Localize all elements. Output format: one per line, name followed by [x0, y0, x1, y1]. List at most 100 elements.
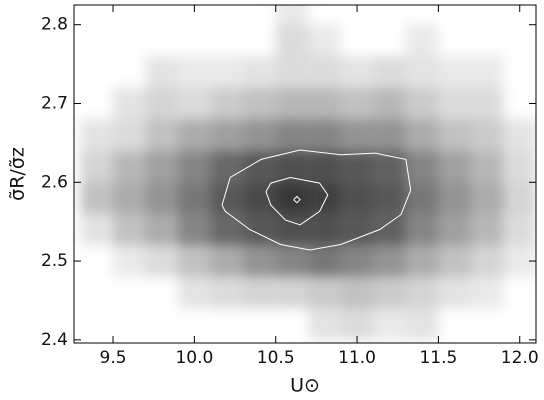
density-cell	[438, 182, 471, 214]
density-cell	[340, 150, 374, 183]
density-cell	[308, 213, 341, 246]
density-cell	[146, 277, 179, 309]
density-cell	[113, 308, 146, 340]
density-cell	[308, 56, 341, 88]
density-cell	[438, 245, 471, 277]
density-cell	[275, 24, 309, 57]
density-cell	[471, 0, 504, 25]
density-cell	[145, 150, 179, 183]
density-cell	[438, 150, 471, 183]
density-cell	[503, 119, 536, 151]
density-cell	[210, 150, 244, 183]
density-cell	[373, 119, 406, 151]
density-cell	[178, 182, 211, 214]
density-cell	[340, 87, 374, 120]
density-cell	[243, 213, 276, 246]
density-cell	[113, 87, 146, 120]
density-cell	[210, 213, 244, 246]
y-tick-label: 2.8	[41, 15, 68, 35]
density-cell	[405, 276, 439, 309]
density-cell	[373, 150, 406, 183]
density-cell	[308, 245, 341, 277]
contour	[221, 149, 412, 251]
density-cell	[438, 119, 471, 151]
density-cell	[308, 182, 341, 214]
density-cell	[373, 245, 406, 277]
density-cell	[243, 25, 276, 57]
density-cell	[243, 245, 276, 277]
density-cell	[211, 25, 244, 57]
density-cell	[275, 182, 309, 214]
density-cell	[146, 25, 179, 57]
density-cell	[470, 150, 504, 183]
density-cell	[503, 308, 536, 340]
density-cell	[438, 0, 471, 25]
density-cell	[373, 0, 406, 25]
density-cell	[243, 182, 276, 214]
density-cell	[178, 0, 211, 25]
density-cell	[405, 182, 439, 214]
density-cell	[438, 276, 471, 309]
density-cell	[405, 308, 439, 340]
density-cell	[178, 25, 211, 57]
density-cell	[275, 150, 309, 183]
density-cell	[210, 56, 244, 88]
density-cell	[438, 213, 471, 246]
density-cell	[210, 119, 244, 151]
density-cell	[340, 308, 374, 340]
density-cell	[81, 56, 114, 88]
contours	[221, 149, 412, 251]
density-cell	[80, 213, 114, 246]
density-cell	[340, 276, 374, 309]
x-tick-label: 10.5	[257, 348, 295, 368]
density-cell	[308, 119, 341, 151]
density-cell	[81, 88, 114, 120]
density-cell	[405, 87, 439, 120]
y-tick-label: 2.6	[41, 172, 68, 192]
density-cell	[405, 56, 439, 88]
density-cell	[210, 276, 244, 309]
density-cell	[113, 182, 146, 214]
density-cell	[341, 0, 374, 25]
x-tick-label: 10.0	[175, 348, 213, 368]
density-cell	[145, 245, 179, 277]
density-cell	[405, 245, 439, 277]
density-cell	[405, 24, 439, 57]
density-cell	[178, 87, 211, 120]
density-cell	[308, 0, 341, 25]
density-cell	[438, 56, 471, 88]
density-cell	[340, 213, 374, 246]
density-cell	[470, 245, 504, 277]
density-cell	[81, 277, 114, 309]
density-cell	[308, 24, 341, 57]
density-cell	[113, 213, 146, 246]
density-cell	[146, 0, 179, 25]
density-cell	[145, 119, 179, 151]
density-cell	[503, 56, 536, 88]
x-tick-label: 11.0	[338, 348, 376, 368]
density-cell	[178, 276, 211, 309]
density-cell	[471, 308, 504, 340]
density-cell	[470, 56, 504, 88]
density-cell	[503, 150, 536, 183]
density-cell	[275, 276, 309, 309]
density-cell	[145, 56, 179, 88]
y-axis-label: σ̃R/σ̃z	[7, 147, 29, 201]
density-cell	[113, 0, 146, 25]
density-cell	[438, 87, 471, 120]
density-cell	[275, 245, 309, 277]
density-cell	[373, 25, 406, 57]
density-cell	[210, 87, 244, 120]
density-cell	[81, 25, 114, 57]
density-cell	[113, 150, 146, 183]
density-cell	[113, 277, 146, 309]
x-tick-label: 9.5	[100, 348, 127, 368]
density-cell	[81, 0, 114, 25]
density-cell	[503, 25, 536, 57]
density-cell	[275, 87, 309, 120]
density-cell	[145, 182, 179, 214]
density-cell	[80, 182, 114, 214]
density-cell	[503, 277, 536, 309]
density-cell	[243, 276, 276, 309]
